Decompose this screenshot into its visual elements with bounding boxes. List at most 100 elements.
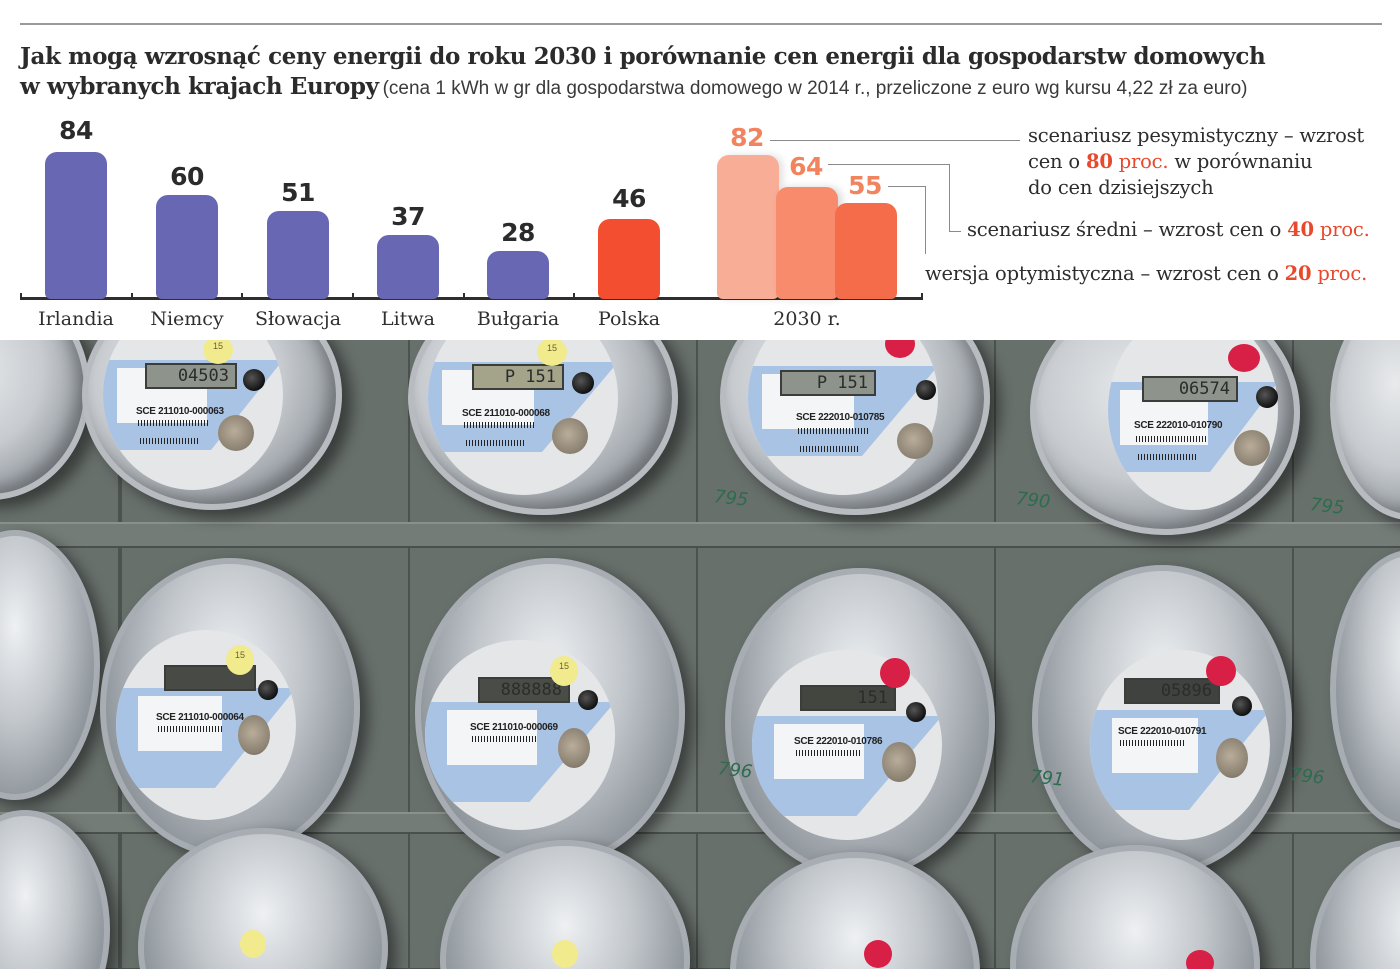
- barcode: [1120, 740, 1184, 746]
- meter-face: [425, 640, 615, 830]
- handwritten-label: 796: [1288, 764, 1326, 789]
- chart-title: Jak mogą wzrosnąć ceny energii do roku 2…: [20, 42, 1400, 104]
- meter-port: [238, 715, 270, 755]
- red-sticker: [1186, 950, 1214, 969]
- handwritten-label: 796: [716, 758, 754, 783]
- barcode: [138, 420, 208, 426]
- meter-display: P 151: [472, 364, 564, 390]
- red-sticker: [864, 940, 892, 968]
- red-sticker: [1228, 344, 1260, 372]
- annotation-percent-20: 20: [1284, 262, 1312, 285]
- leader-line-optimistic: [888, 186, 926, 187]
- annotation-unit: proc.: [1313, 218, 1370, 241]
- value-label-niemcy: 60: [170, 162, 204, 191]
- meter-serial: SCE 222010-010790: [1134, 420, 1223, 431]
- leader-line-pessimistic: [770, 140, 1020, 141]
- meter-display: 151: [800, 685, 896, 711]
- bar-polska: [598, 219, 660, 299]
- barcode: [466, 440, 526, 446]
- meter-serial: SCE 211010-000068: [462, 408, 550, 419]
- meter-display: P 151: [780, 370, 876, 396]
- meter-port: [552, 418, 588, 454]
- barcode: [1136, 436, 1206, 442]
- leader-line-medium-end: [949, 231, 961, 232]
- leader-line-optimistic-vertical: [925, 186, 926, 254]
- panel-ledge: [0, 812, 1400, 834]
- category-label-slowacja: Słowacja: [254, 308, 342, 330]
- bar-litwa: [377, 235, 439, 299]
- axis-tick: [463, 293, 465, 299]
- category-label-irlandia: Irlandia: [38, 308, 114, 330]
- annotation-unit: proc.: [1112, 150, 1169, 173]
- axis-tick: [573, 293, 575, 299]
- meter-button: [258, 680, 278, 700]
- title-line-1: Jak mogą wzrosnąć ceny energii do roku 2…: [20, 43, 1266, 70]
- meter-button: [1256, 386, 1278, 408]
- red-sticker: [885, 340, 915, 358]
- value-label-2030-pessimistic: 82: [730, 123, 764, 152]
- meter-port: [558, 728, 590, 768]
- barcode: [800, 446, 860, 452]
- category-label-niemcy: Niemcy: [150, 308, 224, 330]
- barcode: [472, 736, 536, 742]
- category-label-bulgaria: Bułgaria: [476, 308, 560, 330]
- value-label-slowacja: 51: [281, 178, 315, 207]
- annotation-pessimistic-line1: scenariusz pesymistyczny – wzrost: [1028, 124, 1365, 147]
- bar-bulgaria: [487, 251, 549, 299]
- annotation-text: cen o: [1028, 150, 1086, 173]
- bar-2030-medium: [776, 187, 838, 299]
- meter-port: [897, 423, 933, 459]
- barcode: [140, 438, 200, 444]
- annotation-pessimistic-line2: cen o 80 proc. w porównaniu: [1028, 149, 1364, 175]
- leader-line-medium-vertical: [949, 164, 950, 232]
- meter-face: [116, 630, 296, 820]
- red-sticker: [1206, 656, 1236, 686]
- yellow-sticker: [240, 930, 266, 958]
- electricity-meters-photo: 04503 SCE 211010-000063 15 P 151 SCE 211…: [0, 340, 1400, 969]
- meter-face: [748, 340, 938, 495]
- annotation-optimistic: wersja optymistyczna – wzrost cen o 20 p…: [925, 261, 1367, 287]
- bar-niemcy: [156, 195, 218, 299]
- yellow-sticker: 15: [550, 656, 578, 686]
- category-label-2030: 2030 r.: [773, 308, 841, 330]
- axis-tick: [921, 293, 923, 299]
- axis-tick: [241, 293, 243, 299]
- bar-slowacja: [267, 211, 329, 299]
- handwritten-label: 790: [1014, 488, 1052, 513]
- meter-button: [578, 690, 598, 710]
- annotation-text: scenariusz średni – wzrost cen o: [967, 218, 1288, 241]
- barcode: [158, 726, 222, 732]
- bar-2030-optimistic: [835, 203, 897, 299]
- handwritten-label: 795: [712, 486, 750, 511]
- bar-chart: 84 Irlandia 60 Niemcy 51 Słowacja 37 Lit…: [0, 110, 1400, 340]
- meter-button: [572, 372, 594, 394]
- value-label-litwa: 37: [391, 202, 425, 231]
- axis-tick: [352, 293, 354, 299]
- title-line-2-text: w wybranych krajach Europy: [20, 73, 379, 100]
- meter-display: 888888: [478, 677, 570, 703]
- red-sticker: [880, 658, 910, 688]
- annotation-percent-80: 80: [1085, 150, 1113, 173]
- axis-tick: [131, 293, 133, 299]
- meter-display: 05896: [1124, 678, 1220, 704]
- yellow-sticker: 15: [537, 340, 567, 366]
- category-label-polska: Polska: [597, 308, 661, 330]
- barcode: [464, 422, 534, 428]
- title-line-2: w wybranych krajach Europy (cena 1 kWh w …: [20, 72, 1400, 104]
- leader-line-medium: [828, 164, 950, 165]
- value-label-bulgaria: 28: [501, 218, 535, 247]
- annotation-pessimistic: scenariusz pesymistyczny – wzrost cen o …: [1028, 123, 1364, 201]
- value-label-polska: 46: [612, 184, 646, 213]
- meter-port: [218, 415, 254, 451]
- meter-port: [1216, 738, 1248, 778]
- axis-tick: [20, 293, 22, 299]
- meter-button: [916, 380, 936, 400]
- annotation-text: wersja optymistyczna – wzrost cen o: [925, 262, 1285, 285]
- annotation-unit: proc.: [1311, 262, 1368, 285]
- meter-display: 04503: [145, 363, 237, 389]
- annotation-pessimistic-line3: do cen dzisiejszych: [1028, 176, 1214, 199]
- handwritten-label: 791: [1028, 766, 1066, 791]
- meter-display: 06574: [1142, 376, 1238, 402]
- annotation-medium: scenariusz średni – wzrost cen o 40 proc…: [967, 217, 1370, 243]
- meter-serial: SCE 222010-010786: [794, 736, 883, 747]
